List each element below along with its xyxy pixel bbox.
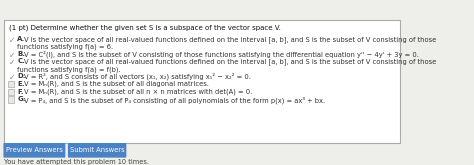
FancyBboxPatch shape: [68, 143, 127, 158]
Text: D.: D.: [17, 73, 26, 79]
Text: You have attempted this problem 10 times.: You have attempted this problem 10 times…: [4, 159, 149, 165]
Text: B.: B.: [17, 51, 25, 57]
Text: V = Mₙ(R), and S is the subset of all n × n matrices with det(A) = 0.: V = Mₙ(R), and S is the subset of all n …: [24, 89, 252, 95]
Text: (1 pt) Determine whether the given set S is a subspace of the vector space V.: (1 pt) Determine whether the given set S…: [9, 24, 282, 31]
Text: ✓: ✓: [9, 73, 15, 82]
Text: C.: C.: [17, 58, 25, 64]
Text: functions satisfying f(a) = 6.: functions satisfying f(a) = 6.: [17, 44, 113, 50]
Text: functions satisfying f(a) = f(b).: functions satisfying f(a) = f(b).: [17, 66, 121, 73]
Text: V is the vector space of all real-valued functions defined on the interval [a, b: V is the vector space of all real-valued…: [24, 58, 436, 65]
Text: V = C²(I), and S is the subset of V consisting of those functions satisfying the: V = C²(I), and S is the subset of V cons…: [24, 51, 419, 58]
Bar: [8, 81, 14, 87]
Text: G.: G.: [17, 96, 26, 102]
Text: V is the vector space of all real-valued functions defined on the interval [a, b: V is the vector space of all real-valued…: [24, 36, 436, 43]
Text: A.: A.: [17, 36, 26, 42]
FancyBboxPatch shape: [3, 143, 65, 158]
Text: ✓: ✓: [9, 58, 15, 67]
Text: E.: E.: [17, 81, 25, 87]
Bar: [8, 96, 14, 103]
Text: Preview Answers: Preview Answers: [6, 147, 63, 153]
Bar: [4, 20, 400, 143]
Text: ✓: ✓: [9, 36, 15, 45]
Text: F.: F.: [17, 89, 24, 95]
Bar: [8, 89, 14, 95]
Text: V = R², and S consists of all vectors (x₁, x₂) satisfying x₁² − x₂² = 0.: V = R², and S consists of all vectors (x…: [24, 73, 251, 81]
Text: V = Mₙ(R), and S is the subset of all diagonal matrices.: V = Mₙ(R), and S is the subset of all di…: [24, 81, 209, 87]
Text: V = P₄, and S is the subset of P₄ consisting of all polynomials of the form p(x): V = P₄, and S is the subset of P₄ consis…: [24, 96, 325, 104]
Text: Submit Answers: Submit Answers: [70, 147, 125, 153]
Text: ✓: ✓: [9, 51, 15, 60]
